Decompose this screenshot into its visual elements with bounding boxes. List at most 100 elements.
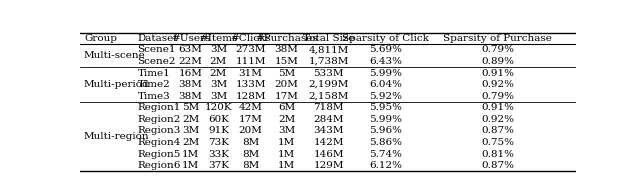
Text: 3M: 3M bbox=[210, 92, 227, 101]
Text: 3M: 3M bbox=[182, 126, 199, 135]
Text: 3M: 3M bbox=[210, 80, 227, 89]
Text: 5.69%: 5.69% bbox=[369, 45, 403, 54]
Text: 142M: 142M bbox=[314, 138, 344, 147]
Text: #Clicks: #Clicks bbox=[230, 34, 271, 43]
Text: 0.75%: 0.75% bbox=[481, 138, 515, 147]
Text: 31M: 31M bbox=[239, 69, 262, 78]
Text: Region2: Region2 bbox=[138, 115, 181, 124]
Text: 0.87%: 0.87% bbox=[481, 161, 515, 170]
Text: 4,811M: 4,811M bbox=[308, 45, 349, 54]
Text: 60K: 60K bbox=[208, 115, 229, 124]
Text: 20M: 20M bbox=[275, 80, 298, 89]
Text: 343M: 343M bbox=[314, 126, 344, 135]
Text: 6.12%: 6.12% bbox=[369, 161, 403, 170]
Text: 5M: 5M bbox=[182, 103, 199, 112]
Text: 3M: 3M bbox=[210, 45, 227, 54]
Text: 8M: 8M bbox=[242, 161, 259, 170]
Text: Sparsity of Click: Sparsity of Click bbox=[342, 34, 429, 43]
Text: Scene1: Scene1 bbox=[138, 45, 176, 54]
Text: Multi-region: Multi-region bbox=[84, 132, 150, 141]
Text: 1M: 1M bbox=[278, 150, 295, 159]
Text: Region5: Region5 bbox=[138, 150, 181, 159]
Text: 5.95%: 5.95% bbox=[369, 103, 403, 112]
Text: 5.74%: 5.74% bbox=[369, 150, 403, 159]
Text: 0.92%: 0.92% bbox=[481, 115, 515, 124]
Text: 0.92%: 0.92% bbox=[481, 80, 515, 89]
Text: 17M: 17M bbox=[275, 92, 298, 101]
Text: 33K: 33K bbox=[208, 150, 229, 159]
Text: Time1: Time1 bbox=[138, 69, 170, 78]
Text: 129M: 129M bbox=[314, 161, 344, 170]
Text: 284M: 284M bbox=[314, 115, 344, 124]
Text: 8M: 8M bbox=[242, 150, 259, 159]
Text: 0.79%: 0.79% bbox=[481, 45, 515, 54]
Text: Region1: Region1 bbox=[138, 103, 181, 112]
Text: 5M: 5M bbox=[278, 69, 295, 78]
Text: Time3: Time3 bbox=[138, 92, 170, 101]
Text: 1M: 1M bbox=[278, 138, 295, 147]
Text: 6M: 6M bbox=[278, 103, 295, 112]
Text: 5.92%: 5.92% bbox=[369, 92, 403, 101]
Text: 3M: 3M bbox=[278, 126, 295, 135]
Text: 2,158M: 2,158M bbox=[308, 92, 349, 101]
Text: Scene2: Scene2 bbox=[138, 57, 176, 66]
Text: 1M: 1M bbox=[182, 150, 199, 159]
Text: 38M: 38M bbox=[179, 80, 202, 89]
Text: 16M: 16M bbox=[179, 69, 202, 78]
Text: 0.89%: 0.89% bbox=[481, 57, 515, 66]
Text: 0.79%: 0.79% bbox=[481, 92, 515, 101]
Text: Multi-period: Multi-period bbox=[84, 80, 150, 89]
Text: 0.91%: 0.91% bbox=[481, 69, 515, 78]
Text: Region3: Region3 bbox=[138, 126, 181, 135]
Text: #Users: #Users bbox=[171, 34, 211, 43]
Text: 38M: 38M bbox=[179, 92, 202, 101]
Text: 63M: 63M bbox=[179, 45, 202, 54]
Text: 0.87%: 0.87% bbox=[481, 126, 515, 135]
Text: 6.43%: 6.43% bbox=[369, 57, 403, 66]
Text: 22M: 22M bbox=[179, 57, 202, 66]
Text: 120K: 120K bbox=[205, 103, 232, 112]
Text: 2M: 2M bbox=[210, 57, 227, 66]
Text: 5.99%: 5.99% bbox=[369, 115, 403, 124]
Text: 0.91%: 0.91% bbox=[481, 103, 515, 112]
Text: 5.86%: 5.86% bbox=[369, 138, 403, 147]
Text: 146M: 146M bbox=[314, 150, 344, 159]
Text: 8M: 8M bbox=[242, 138, 259, 147]
Text: 2M: 2M bbox=[210, 69, 227, 78]
Text: 5.96%: 5.96% bbox=[369, 126, 403, 135]
Text: 2M: 2M bbox=[182, 115, 199, 124]
Text: #Purchases: #Purchases bbox=[255, 34, 318, 43]
Text: 0.81%: 0.81% bbox=[481, 150, 515, 159]
Text: 1,738M: 1,738M bbox=[308, 57, 349, 66]
Text: 17M: 17M bbox=[239, 115, 262, 124]
Text: 718M: 718M bbox=[314, 103, 344, 112]
Text: Group: Group bbox=[84, 34, 117, 43]
Text: 73K: 73K bbox=[208, 138, 229, 147]
Text: Dataset: Dataset bbox=[138, 34, 178, 43]
Text: 38M: 38M bbox=[275, 45, 298, 54]
Text: Region6: Region6 bbox=[138, 161, 181, 170]
Text: 2M: 2M bbox=[182, 138, 199, 147]
Text: 2,199M: 2,199M bbox=[308, 80, 349, 89]
Text: Sparsity of Purchase: Sparsity of Purchase bbox=[444, 34, 552, 43]
Text: Total Size: Total Size bbox=[303, 34, 355, 43]
Text: 5.99%: 5.99% bbox=[369, 69, 403, 78]
Text: 15M: 15M bbox=[275, 57, 298, 66]
Text: 20M: 20M bbox=[239, 126, 262, 135]
Text: 111M: 111M bbox=[236, 57, 266, 66]
Text: 1M: 1M bbox=[182, 161, 199, 170]
Text: 133M: 133M bbox=[236, 80, 266, 89]
Text: Multi-scene: Multi-scene bbox=[84, 51, 146, 60]
Text: 1M: 1M bbox=[278, 161, 295, 170]
Text: 533M: 533M bbox=[314, 69, 344, 78]
Text: 42M: 42M bbox=[239, 103, 262, 112]
Text: Time2: Time2 bbox=[138, 80, 170, 89]
Text: 91K: 91K bbox=[208, 126, 229, 135]
Text: #Items: #Items bbox=[199, 34, 237, 43]
Text: Region4: Region4 bbox=[138, 138, 181, 147]
Text: 6.04%: 6.04% bbox=[369, 80, 403, 89]
Text: 128M: 128M bbox=[236, 92, 266, 101]
Text: 2M: 2M bbox=[278, 115, 295, 124]
Text: 273M: 273M bbox=[236, 45, 266, 54]
Text: 37K: 37K bbox=[208, 161, 229, 170]
